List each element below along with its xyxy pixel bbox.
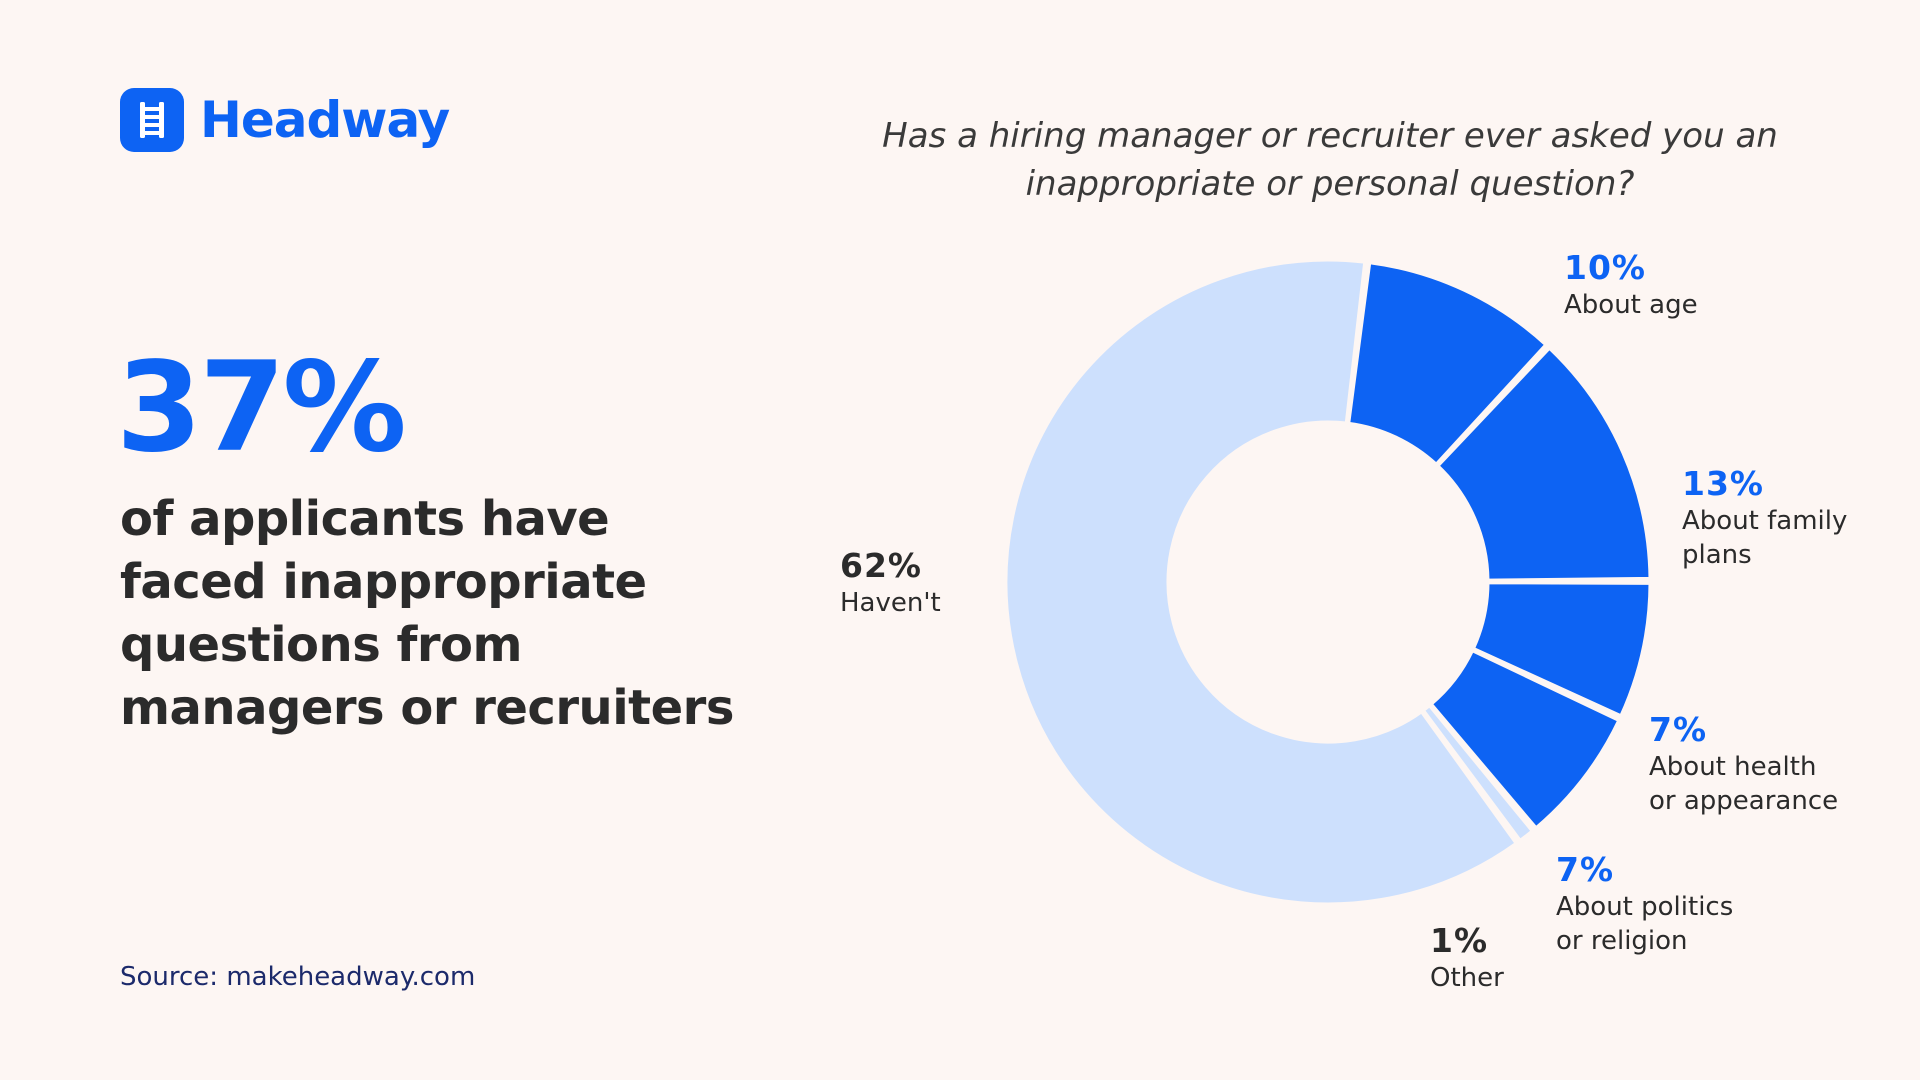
- slice-value: 7%: [1649, 710, 1708, 749]
- slice-label-other: 1% Other: [1430, 921, 1504, 995]
- slice-name: About family plans: [1682, 506, 1848, 570]
- brand-name: Headway: [200, 91, 450, 149]
- highlight-text: of applicants have faced inappropriate q…: [120, 491, 734, 736]
- slice-value: 7%: [1556, 850, 1615, 889]
- slice-other: [1422, 704, 1534, 842]
- slice-label-politics-religion: 7% About politics or religion: [1556, 850, 1733, 958]
- slice-value: 10%: [1564, 248, 1646, 287]
- slice-about-family-plans: [1436, 346, 1652, 582]
- slice-about-health-appearance: [1472, 581, 1652, 718]
- slice-name: Haven't: [840, 588, 941, 618]
- slice-value: 62%: [840, 546, 922, 585]
- slice-label-age: 10% About age: [1564, 248, 1698, 322]
- slice-label-health-appearance: 7% About health or appearance: [1649, 710, 1838, 818]
- source-note: Source: makeheadway.com: [120, 962, 476, 992]
- slice-about-age: [1347, 261, 1548, 466]
- slice-value: 13%: [1682, 464, 1764, 503]
- slice-value: 1%: [1430, 921, 1489, 960]
- chart-title: Has a hiring manager or recruiter ever a…: [882, 116, 1778, 204]
- slice-name: About politics or religion: [1556, 892, 1734, 956]
- slice-label-family-plans: 13% About family plans: [1682, 464, 1847, 572]
- slice-about-politics-religion: [1429, 649, 1621, 830]
- highlight-stat: 37%: [116, 336, 407, 480]
- slice-name: About health or appearance: [1649, 752, 1839, 816]
- slice-name: About age: [1564, 290, 1698, 320]
- ladder-icon: [120, 88, 184, 152]
- slice-label-havent: 62% Haven't: [840, 546, 941, 620]
- brand-logo: Headway: [120, 88, 450, 152]
- slice-name: Other: [1430, 963, 1504, 993]
- slice-havent: [1004, 258, 1518, 906]
